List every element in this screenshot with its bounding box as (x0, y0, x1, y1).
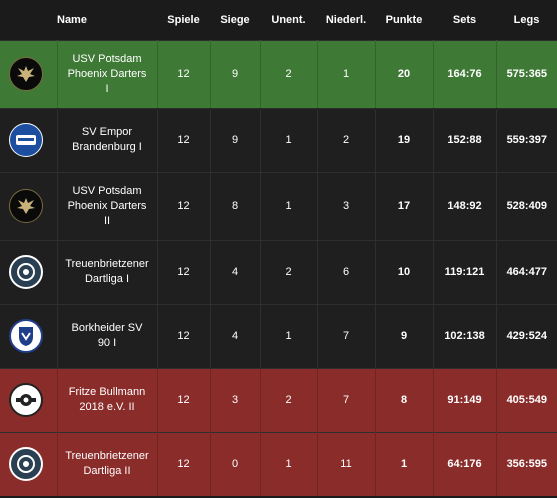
points-cell: 19 (375, 108, 434, 172)
legs-cell: 429:524 (506, 330, 547, 342)
games-cell: 12 (157, 304, 211, 368)
phoenix-logo-icon (9, 189, 43, 223)
draws-cell: 2 (260, 40, 318, 108)
table-row[interactable]: USV Potsdam Phoenix Darters I 12 9 2 1 2… (0, 40, 557, 108)
team-logo-cell (0, 172, 58, 240)
draws-cell: 1 (260, 304, 318, 368)
team-name[interactable]: SV Empor Brandenburg I (57, 108, 158, 172)
table-row[interactable]: Treuenbrietzener Dartliga II 12 0 1 11 1… (0, 432, 557, 496)
team-name[interactable]: Treuenbrietzener Dartliga II (57, 432, 158, 496)
draws-cell: 1 (260, 108, 318, 172)
table-row[interactable]: Fritze Bullmann 2018 e.V. II 12 3 2 7 8 … (0, 368, 557, 432)
draws-cell: 2 (260, 240, 318, 304)
wins-cell: 4 (210, 304, 261, 368)
draws-cell: 1 (260, 172, 318, 240)
wins-cell: 4 (210, 240, 261, 304)
legs-cell: 575:365 (506, 68, 547, 80)
points-cell: 10 (375, 240, 434, 304)
games-cell: 12 (157, 368, 211, 432)
legs-cell: 528:409 (506, 200, 547, 212)
header-games[interactable]: Spiele (167, 13, 200, 26)
sets-cell: 152:88 (433, 108, 497, 172)
wins-cell: 3 (210, 368, 261, 432)
team-logo-cell (0, 40, 58, 108)
table-row[interactable]: Treuenbrietzener Dartliga I 12 4 2 6 10 … (0, 240, 557, 304)
borkheide-logo-icon (9, 319, 43, 353)
losses-cell: 6 (317, 240, 376, 304)
header-sets[interactable]: Sets (452, 13, 477, 26)
team-name[interactable]: USV Potsdam Phoenix Darters II (57, 172, 158, 240)
wins-cell: 9 (210, 40, 261, 108)
table-header-row: Name Spiele Siege Unent. Niederl. Punkte… (0, 0, 557, 40)
wins-cell: 9 (210, 108, 261, 172)
treuenbrietzen-logo-icon (9, 255, 43, 289)
sets-cell: 64:176 (433, 432, 497, 496)
team-logo-cell (0, 432, 58, 496)
games-cell: 12 (157, 40, 211, 108)
team-name[interactable]: Treuenbrietzener Dartliga I (57, 240, 158, 304)
team-logo-cell (0, 368, 58, 432)
points-cell: 20 (375, 40, 434, 108)
legs-cell: 405:549 (506, 394, 547, 406)
header-legs[interactable]: Legs (513, 13, 540, 26)
header-draws[interactable]: Unent. (271, 13, 306, 26)
losses-cell: 1 (317, 40, 376, 108)
table-row[interactable]: SV Empor Brandenburg I 12 9 1 2 19 152:8… (0, 108, 557, 172)
treuenbrietzen-logo-icon (9, 447, 43, 482)
draws-cell: 1 (260, 432, 318, 496)
header-name[interactable]: Name (57, 13, 87, 26)
wins-cell: 8 (210, 172, 261, 240)
team-logo-cell (0, 240, 58, 304)
phoenix-logo-icon (9, 57, 43, 91)
team-name[interactable]: USV Potsdam Phoenix Darters I (57, 40, 158, 108)
draws-cell: 2 (260, 368, 318, 432)
sets-cell: 164:76 (433, 40, 497, 108)
header-logo (0, 0, 57, 40)
table-row[interactable]: Borkheider SV 90 I 12 4 1 7 9 102:138 42… (0, 304, 557, 368)
team-logo-cell (0, 108, 58, 172)
team-logo-cell (0, 304, 58, 368)
games-cell: 12 (157, 240, 211, 304)
points-cell: 1 (375, 432, 434, 496)
sets-cell: 148:92 (433, 172, 497, 240)
points-cell: 8 (375, 368, 434, 432)
team-name[interactable]: Borkheider SV 90 I (57, 304, 158, 368)
fritze-logo-icon (9, 383, 43, 417)
sets-cell: 119:121 (433, 240, 497, 304)
losses-cell: 7 (317, 368, 376, 432)
header-wins[interactable]: Siege (220, 13, 250, 26)
losses-cell: 2 (317, 108, 376, 172)
losses-cell: 11 (317, 432, 376, 496)
wins-cell: 0 (210, 432, 261, 496)
empor-logo-icon (9, 123, 43, 157)
sets-cell: 102:138 (433, 304, 497, 368)
legs-cell: 464:477 (506, 266, 547, 278)
losses-cell: 3 (317, 172, 376, 240)
header-points[interactable]: Punkte (385, 13, 423, 26)
losses-cell: 7 (317, 304, 376, 368)
games-cell: 12 (157, 432, 211, 496)
table-row[interactable]: USV Potsdam Phoenix Darters II 12 8 1 3 … (0, 172, 557, 240)
games-cell: 12 (157, 172, 211, 240)
legs-cell: 356:595 (506, 458, 547, 471)
points-cell: 9 (375, 304, 434, 368)
points-cell: 17 (375, 172, 434, 240)
legs-cell: 559:397 (506, 134, 547, 146)
sets-cell: 91:149 (433, 368, 497, 432)
games-cell: 12 (157, 108, 211, 172)
header-losses[interactable]: Niederl. (325, 13, 367, 26)
team-name[interactable]: Fritze Bullmann 2018 e.V. II (57, 368, 158, 432)
